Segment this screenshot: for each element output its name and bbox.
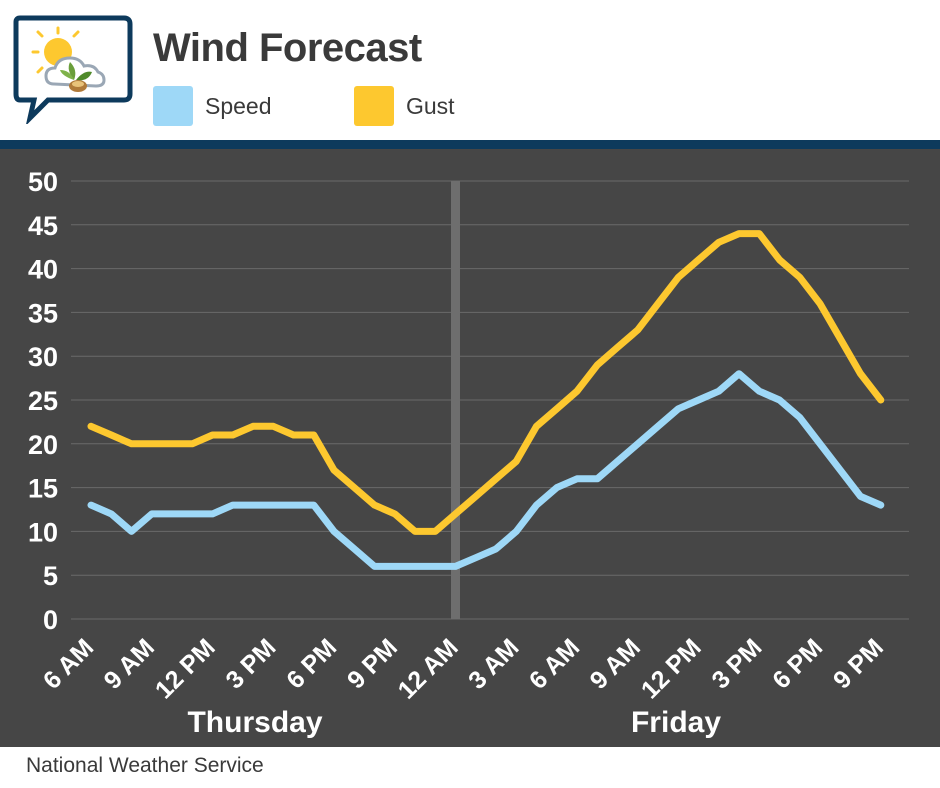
- y-tick-label: 25: [28, 386, 58, 416]
- x-tick-label: 6 AM: [38, 633, 99, 694]
- y-tick-label: 15: [28, 474, 58, 504]
- x-tick-label: 9 PM: [828, 633, 889, 694]
- legend-label-gust: Gust: [406, 92, 455, 119]
- y-tick-label: 30: [28, 342, 58, 372]
- x-tick-label: 6 PM: [281, 633, 342, 694]
- y-tick-label: 40: [28, 255, 58, 285]
- legend-item-gust: Gust: [354, 86, 455, 126]
- y-tick-label: 5: [43, 561, 58, 591]
- legend-label-speed: Speed: [205, 92, 272, 119]
- chart-title: Wind Forecast: [153, 26, 422, 70]
- legend-swatch-gust: [354, 86, 394, 126]
- series-line-speed: [87, 370, 885, 570]
- x-tick-label: 3 PM: [220, 633, 281, 694]
- y-tick-label: 35: [28, 298, 58, 328]
- source-credit: National Weather Service: [26, 754, 264, 777]
- x-tick-label: 12 PM: [636, 633, 707, 704]
- plot-background: [0, 149, 940, 747]
- x-tick-label: 3 PM: [706, 633, 767, 694]
- day-label-friday: Friday: [631, 706, 721, 739]
- y-tick-label: 10: [28, 517, 58, 547]
- legend-item-speed: Speed: [153, 86, 272, 126]
- x-tick-label: 3 AM: [463, 633, 524, 694]
- y-tick-label: 20: [28, 430, 58, 460]
- header-divider: [0, 140, 940, 149]
- y-tick-label: 0: [43, 605, 58, 635]
- x-tick-label: 12 AM: [393, 633, 464, 704]
- y-tick-label: 45: [28, 211, 58, 241]
- y-tick-label: 50: [28, 167, 58, 197]
- legend-swatch-speed: [153, 86, 193, 126]
- weather-chat-bubble-icon: [13, 15, 133, 124]
- chart-header: Wind Forecast Speed Gust: [0, 0, 940, 142]
- series-line-gust: [87, 230, 885, 535]
- x-tick-label: 6 AM: [524, 633, 585, 694]
- x-tick-label: 6 PM: [767, 633, 828, 694]
- day-label-thursday: Thursday: [187, 706, 322, 739]
- x-tick-label: 12 PM: [150, 633, 221, 704]
